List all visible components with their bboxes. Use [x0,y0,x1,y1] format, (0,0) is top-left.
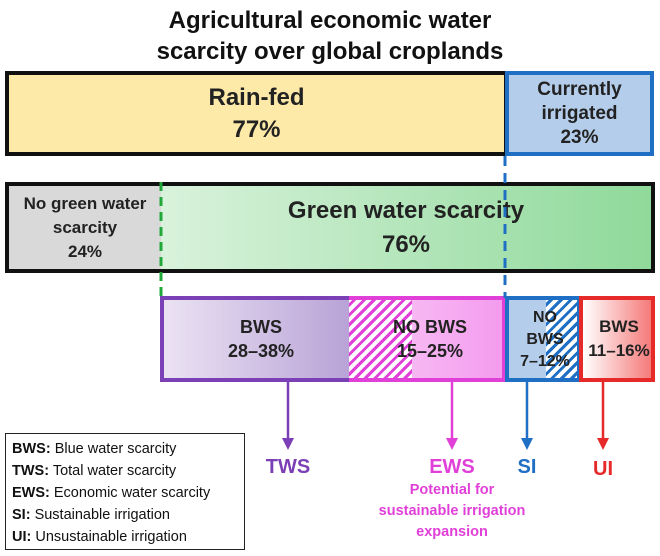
no-green-line-1: No green water [23,193,147,213]
si-label-line-2: BWS [526,331,564,348]
legend-item: UI: Unsustainable irrigation [12,526,238,548]
title-line-2: scarcity over global croplands [156,38,504,65]
ews-output: EWS [429,456,475,478]
irrigated-pct: 23% [560,126,599,148]
tws-output: TWS [265,456,311,478]
no-bws-top-border [349,296,506,300]
legend-text: Economic water scarcity [53,485,211,501]
si-label-line-1: NO [533,309,557,326]
legend-item: TWS: Total water scarcity [12,460,238,482]
legend-text: Sustainable irrigation [34,507,170,523]
diagram-title: Agricultural economic water scarcity ove… [0,0,660,72]
legend-abbr: SI: [12,507,31,523]
legend-abbr: UI: [12,529,32,545]
si-label-block: NO BWS 7–12% [507,302,583,378]
irrigated-line-2: irrigated [541,102,618,124]
si-range: 7–12% [520,353,570,370]
legend-item: EWS: Economic water scarcity [12,482,238,504]
no-bws-label-block: NO BWS 15–25% [362,306,498,372]
legend-abbr: BWS: [12,441,51,457]
si-hatch [546,296,580,382]
legend-abbr: EWS: [12,485,50,501]
ews-arrow-head [446,438,458,450]
legend-text: Blue water scarcity [54,441,177,457]
green-scarcity-box: Green water scarcity 76% [161,186,651,269]
si-output: SI [517,456,537,478]
rainfed-label: Rain-fed [208,83,305,111]
ui-label: BWS [599,317,639,336]
legend: BWS: Blue water scarcity TWS: Total wate… [5,433,245,550]
no-green-pct: 24% [67,241,103,261]
green-scarcity-label: Green water scarcity [287,196,525,224]
bws-fill [160,296,352,382]
ui-label-block: BWS 11–16% [582,306,656,372]
ui-box [579,296,655,382]
legend-text: Unsustainable irrigation [35,529,187,545]
no-bws-bottom-border [349,378,506,382]
legend-text: Total water scarcity [52,463,177,479]
no-bws-hatch [349,296,413,382]
ews-note: Potential for sustainable irrigation exp… [352,480,552,543]
rainfed-scarcity-frame [160,296,506,382]
si-fill [505,296,549,382]
irrigated-box: Currently irrigated 23% [505,71,654,156]
bws-range: 28–38% [227,341,295,361]
tws-arrow-head [282,438,294,450]
bws-label: BWS [240,317,282,337]
title-line-1: Agricultural economic water [168,7,492,34]
legend-item: SI: Sustainable irrigation [12,504,238,526]
rainfed-pct: 77% [232,115,281,143]
irrigated-line-1: Currently [537,78,622,100]
ui-range: 11–16% [588,341,650,360]
ews-note-line-1: Potential for [409,482,495,498]
si-arrow-head [521,438,533,450]
no-bws-label: NO BWS [393,317,467,337]
bws-label-block: BWS 28–38% [186,306,336,372]
no-green-line-2: scarcity [52,217,118,237]
ui-arrow-head [597,438,609,450]
ui-output: UI [593,458,613,480]
no-bws-range: 15–25% [396,341,464,361]
legend-abbr: TWS: [12,463,50,479]
legend-item: BWS: Blue water scarcity [12,438,238,460]
rainfed-box: Rain-fed 77% [5,71,508,156]
no-green-scarcity-box: No green water scarcity 24% [9,186,161,269]
ews-note-line-3: expansion [416,524,488,540]
no-bws-fill [412,296,506,382]
ews-note-line-2: sustainable irrigation [378,503,526,519]
green-scarcity-pct: 76% [381,230,431,258]
